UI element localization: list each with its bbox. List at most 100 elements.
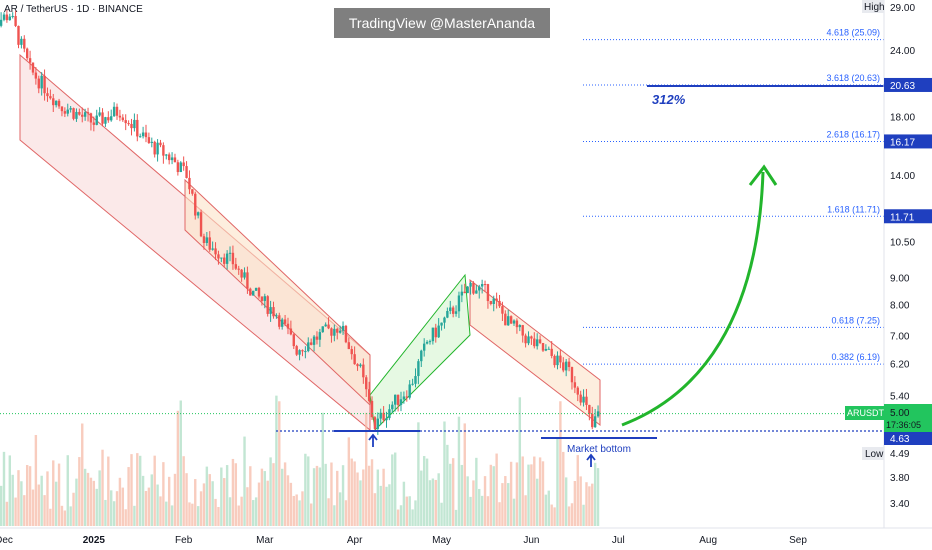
volume-bar [196,506,200,526]
candle-body [327,324,330,329]
candle-body [443,317,446,323]
candle-body [556,355,559,366]
volume-bar [553,507,556,526]
candle-body [147,137,151,143]
candle-body [512,320,516,324]
candle-body [347,342,351,350]
candle-layer [0,10,884,435]
volume-bar [338,492,342,526]
candle-body [579,394,582,403]
candle-body [350,349,353,355]
candle-body [515,320,519,328]
volume-bar [214,498,217,526]
candle-body [170,157,174,161]
candle-body [228,252,232,254]
volume-bar [333,505,336,526]
candle-body [72,108,75,119]
volume-bar [144,490,148,526]
volume-bar [478,488,481,526]
volume-bar [547,490,550,526]
downtrend-channel-2 [184,178,371,407]
volume-bar [130,454,133,526]
volume-bar [596,468,600,526]
candle-body [405,396,408,398]
fib-price-tag-label: 16.17 [890,137,915,148]
time-tick-label: Jul [612,535,625,546]
candle-body [202,236,206,243]
price-tick-label: 24.00 [890,46,915,57]
volume-bar [391,454,394,526]
candle-body [312,336,316,345]
volume-bar [101,449,104,526]
candle-body [431,327,435,342]
candle-body [220,257,223,259]
candle-body [269,307,272,314]
volume-bar [347,437,351,526]
candle-body [31,62,35,73]
volume-bar [159,496,162,526]
candle-body [249,288,252,296]
candle-body [518,325,522,328]
volume-bar [278,401,281,526]
candle-body [78,111,81,115]
volume-bar [231,458,235,526]
candle-body [63,111,67,114]
candle-body [402,396,406,400]
fib-price-tag [884,134,932,149]
candle-body [564,361,568,371]
volume-bar [567,506,571,526]
volume-bar [167,476,171,526]
volume-bar [512,498,516,526]
fib-level-label: 0.618 (7.25) [831,315,880,325]
volume-bar [223,478,226,526]
candle-body [5,14,9,21]
candle-body [353,354,356,365]
candle-body [544,348,548,351]
volume-bar [530,464,533,526]
fib-price-tag [884,77,932,92]
candle-body [2,14,6,20]
price-tick-label: 8.00 [890,301,910,312]
volume-bar [121,487,125,526]
market-bottom-label: Market bottom [567,444,631,455]
volume-bar [379,485,382,526]
volume-bar [228,497,232,526]
volume-bar [185,473,188,526]
volume-bar [34,434,38,526]
volume-bar [434,479,437,526]
candle-body [124,120,127,124]
volume-bar [257,482,261,526]
candle-body [596,411,600,417]
fib-price-tag-label: 11.71 [890,212,915,223]
volume-bar [509,461,513,526]
candle-body [292,334,295,347]
candle-body [118,115,122,118]
volume-bar [527,464,530,526]
volume-bar [52,460,55,526]
candle-body [486,284,490,302]
candle-body [359,364,362,367]
volume-bar [356,472,359,526]
candle-body [591,413,594,428]
candle-body [196,212,200,216]
candle-body [54,100,58,106]
volume-bar [205,466,209,526]
candle-body [231,252,235,265]
volume-bar [191,503,194,526]
volume-bar [324,463,327,526]
volume-bar [315,465,319,526]
candle-body [156,142,159,155]
volume-bar [141,475,145,526]
candle-body [104,117,107,124]
candle-body [562,362,565,371]
volume-bar [483,476,487,526]
volume-bar [11,474,14,526]
volume-bar [422,456,426,526]
candle-body [141,132,145,137]
volume-bar [593,462,597,526]
time-tick-label: May [432,535,451,546]
candle-body [480,284,484,287]
volume-bar [420,470,423,526]
candle-body [194,193,197,216]
